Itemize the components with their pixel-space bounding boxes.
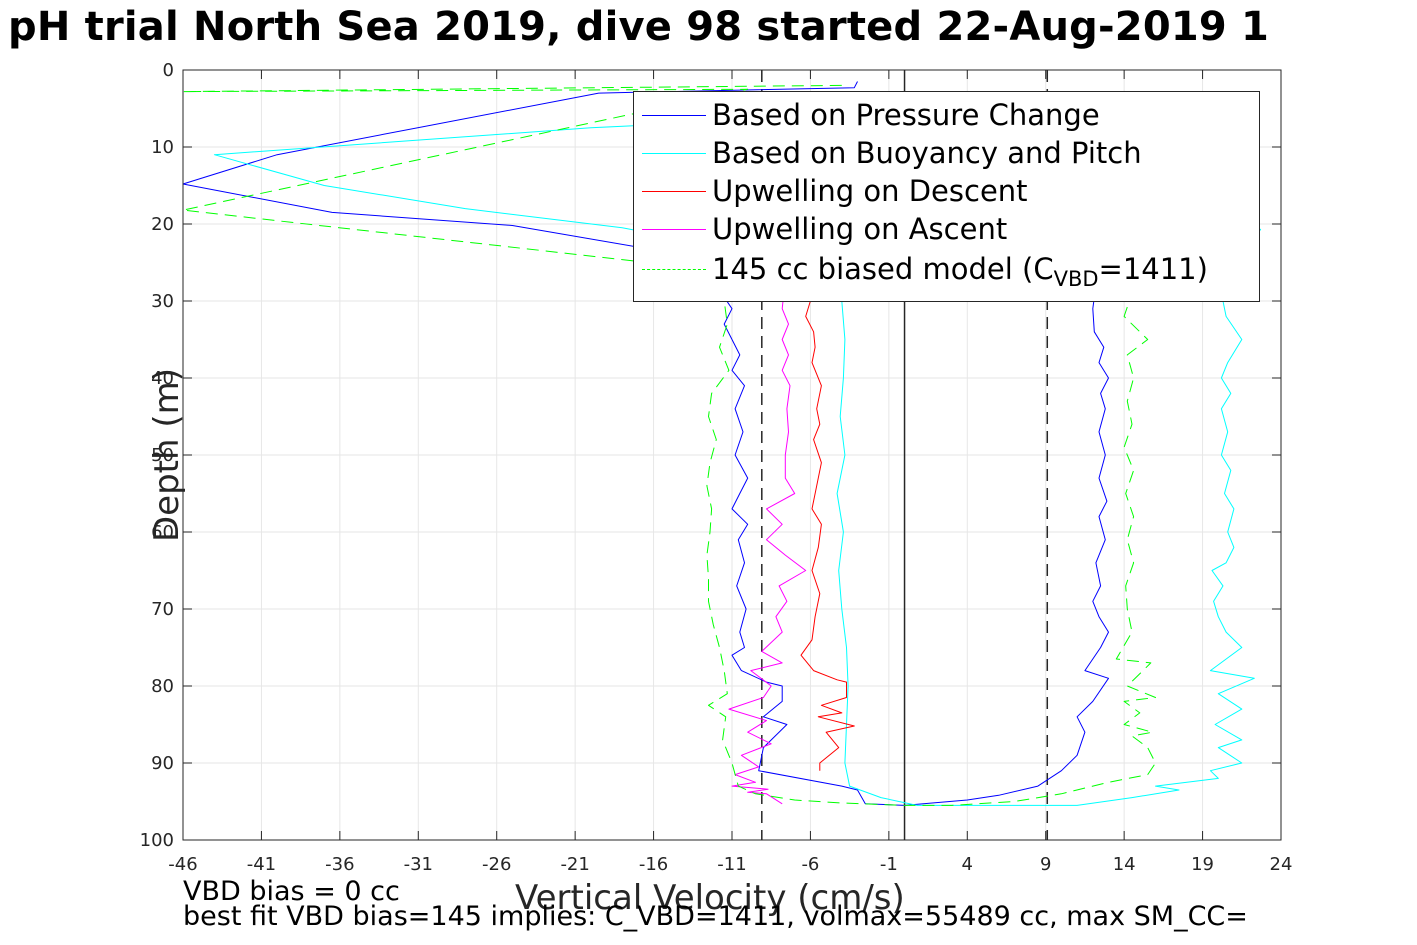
legend-swatch xyxy=(642,269,706,270)
y-tick-label: 50 xyxy=(151,445,174,466)
y-tick-label: 10 xyxy=(151,137,174,158)
x-tick-label: 4 xyxy=(962,854,973,875)
x-tick-label: -31 xyxy=(404,854,433,875)
best-fit-note: best fit VBD bias=145 implies: C_VBD=141… xyxy=(183,901,1248,932)
legend-item-buoyancy-pitch: Based on Buoyancy and Pitch xyxy=(634,134,1259,172)
legend-label: Upwelling on Descent xyxy=(712,174,1028,208)
y-tick-label: 80 xyxy=(151,676,174,697)
y-tick-label: 20 xyxy=(151,214,174,235)
y-tick-label: 70 xyxy=(151,599,174,620)
series-line-4 xyxy=(728,293,807,805)
legend-label: Based on Buoyancy and Pitch xyxy=(712,136,1142,170)
legend-swatch xyxy=(642,191,706,192)
x-tick-label: -41 xyxy=(247,854,276,875)
chart-title: pH trial North Sea 2019, dive 98 started… xyxy=(8,4,1270,50)
x-tick-label: -16 xyxy=(639,854,668,875)
x-tick-label: 14 xyxy=(1113,854,1136,875)
legend: Based on Pressure Change Based on Buoyan… xyxy=(633,91,1260,302)
x-tick-label: -36 xyxy=(325,854,354,875)
y-axis-label: Depth (m) xyxy=(147,367,188,543)
legend-swatch xyxy=(642,153,706,154)
y-tick-label: 90 xyxy=(151,753,174,774)
x-tick-label: 9 xyxy=(1040,854,1051,875)
x-tick-label: -11 xyxy=(717,854,746,875)
data-series xyxy=(182,81,1262,806)
y-tick-label: 100 xyxy=(140,830,174,851)
series-line-5 xyxy=(182,84,1156,806)
x-tick-label: 19 xyxy=(1191,854,1214,875)
x-axis-label: Vertical Velocity (cm/s) xyxy=(515,878,905,918)
x-tick-label: -21 xyxy=(560,854,589,875)
axis-ticks: -46 -41 -36 -31 -26 -21 -16 -11 -6 -1 4 9 14 19 24 0 10 2… xyxy=(140,60,1293,875)
legend-item-pressure-change: Based on Pressure Change xyxy=(634,96,1259,134)
y-tick-label: 40 xyxy=(151,368,174,389)
x-tick-label: 24 xyxy=(1270,854,1293,875)
x-tick-label: -46 xyxy=(168,854,197,875)
x-tick-label: -1 xyxy=(880,854,898,875)
series-line-2 xyxy=(213,92,1262,806)
vbd-bias-note: VBD bias = 0 cc xyxy=(183,876,400,907)
legend-swatch xyxy=(642,229,706,230)
y-tick-label: 30 xyxy=(151,291,174,312)
series-line-3 xyxy=(800,300,855,771)
y-tick-label: 0 xyxy=(163,60,174,81)
legend-swatch xyxy=(642,115,706,116)
legend-label: 145 cc biased model (CVBD=1411) xyxy=(712,252,1208,291)
y-tick-label: 60 xyxy=(151,522,174,543)
legend-item-biased-model: 145 cc biased model (CVBD=1411) xyxy=(634,250,1259,291)
x-tick-label: -6 xyxy=(801,854,819,875)
legend-item-upwelling-descent: Upwelling on Descent xyxy=(634,172,1259,210)
series-line-1 xyxy=(182,81,1109,806)
legend-label: Upwelling on Ascent xyxy=(712,212,1008,246)
x-tick-label: -26 xyxy=(482,854,511,875)
legend-label: Based on Pressure Change xyxy=(712,98,1100,132)
legend-item-upwelling-ascent: Upwelling on Ascent xyxy=(634,210,1259,248)
